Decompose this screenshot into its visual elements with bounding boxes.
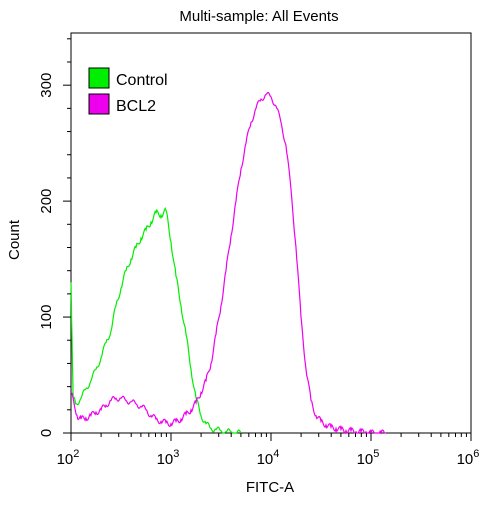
x-axis-label: FITC-A xyxy=(246,479,294,496)
legend: Control BCL2 xyxy=(88,67,168,115)
legend-label-control: Control xyxy=(116,72,168,89)
x-tick-label: 105 xyxy=(357,448,380,468)
y-tick-label: 0 xyxy=(38,429,55,437)
plot-frame xyxy=(70,32,472,434)
axes: 102 103 104 105 106 0 100 200 300 xyxy=(38,38,480,468)
y-axis-label: Count xyxy=(6,219,23,260)
x-tick-label: 106 xyxy=(457,448,480,468)
legend-item-control: Control xyxy=(88,67,168,89)
y-tick-label: 100 xyxy=(38,305,55,330)
y-tick-label: 200 xyxy=(38,189,55,214)
chart-title: Multi-sample: All Events xyxy=(179,8,338,25)
y-tick-label: 300 xyxy=(38,73,55,98)
legend-swatch-bcl2 xyxy=(88,93,110,115)
series-line-bcl2 xyxy=(70,92,386,436)
series-lines xyxy=(70,92,386,436)
x-tick-label: 104 xyxy=(257,448,280,468)
x-tick-label: 103 xyxy=(157,448,180,468)
legend-label-bcl2: BCL2 xyxy=(116,98,156,115)
series-line-control xyxy=(70,206,242,434)
legend-swatch-control xyxy=(88,67,110,89)
x-tick-label: 102 xyxy=(57,448,80,468)
legend-item-bcl2: BCL2 xyxy=(88,93,156,115)
